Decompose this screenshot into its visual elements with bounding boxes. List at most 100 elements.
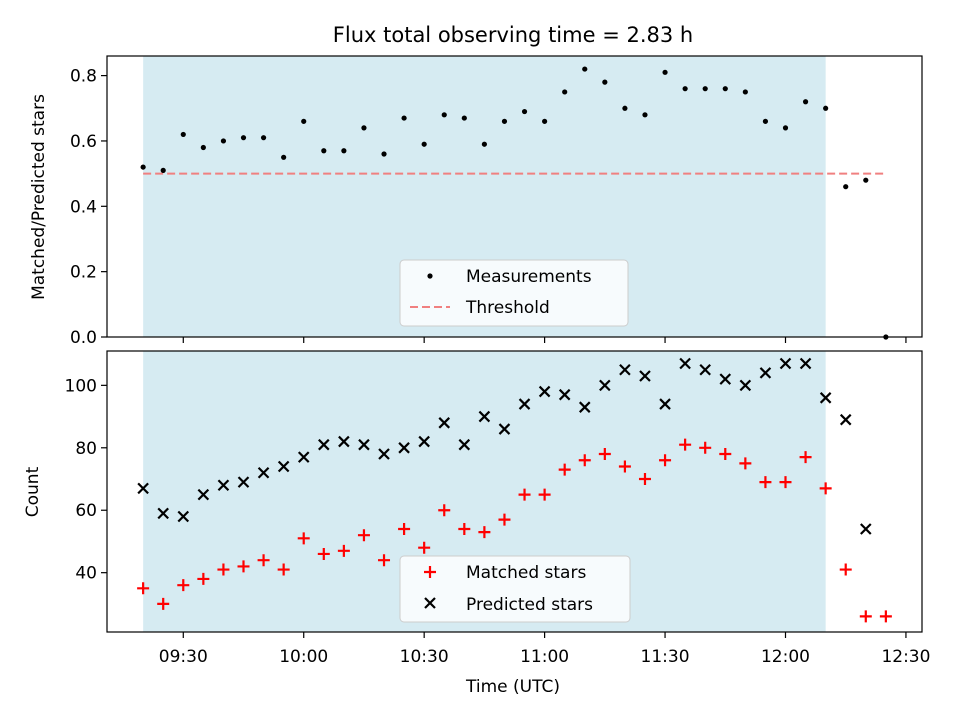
predicted-star-point (558, 388, 571, 401)
predicted-star-point (378, 448, 390, 460)
y-tick-label: 0.8 (70, 67, 97, 87)
count-x-ticks: 09:30 10:00 10:30 11:00 11:30 12:00 12:30 (159, 632, 930, 667)
predicted-star-point (458, 438, 471, 451)
predicted-star-point (318, 438, 330, 451)
matched-star-point (317, 547, 330, 560)
measurement-point (562, 89, 568, 95)
ratio-legend-box (399, 259, 629, 327)
predicted-star-point (438, 417, 451, 429)
predicted-star-point (679, 357, 691, 370)
predicted-star-point (839, 413, 852, 426)
measurement-point (542, 118, 548, 124)
measurement-point (401, 115, 407, 121)
ratio-legend: Measurements Threshold (399, 259, 629, 327)
measurement-point (682, 86, 688, 92)
matched-star-point (337, 544, 350, 557)
measurement-point (742, 89, 748, 95)
x-tick-label: 09:30 (159, 647, 208, 667)
predicted-star-point (217, 479, 230, 492)
predicted-star-point (719, 373, 732, 385)
y-tick-label: 100 (65, 376, 97, 396)
x-tick-label: 11:30 (641, 647, 690, 667)
x-tick-label: 11:00 (520, 647, 569, 667)
measurement-point (281, 154, 287, 160)
y-tick-label: 0.6 (70, 132, 97, 152)
measurement-point (361, 125, 367, 131)
ratio-panel: 0.00.20.40.60.8 Matched/Predicted stars … (29, 55, 923, 348)
measurement-points (140, 66, 889, 340)
y-tick-label: 0.0 (70, 328, 97, 348)
matched-star-point (819, 482, 832, 495)
x-tick-label: 12:30 (881, 647, 930, 667)
x-tick-label: 10:00 (279, 647, 328, 667)
matched-star-point (679, 438, 692, 451)
measurement-point (762, 118, 769, 124)
matched-star-point (398, 522, 411, 535)
count-y-ticks: 40 60 80 100 (65, 376, 107, 584)
count-panel: 40 60 80 100 09:30 10:00 10:30 11:00 11:30 12:00… (23, 350, 930, 697)
predicted-star-point (518, 398, 531, 410)
matched-star-point (357, 529, 370, 542)
matched-star-point (558, 463, 571, 476)
y-tick-label: 0.4 (70, 197, 97, 217)
matched-star-point (157, 597, 170, 610)
predicted-star-point (157, 507, 169, 520)
matched-star-point (458, 522, 471, 535)
measurement-point (381, 151, 387, 157)
predicted-star-point (398, 442, 410, 454)
matched-star-point (618, 460, 631, 473)
count-points (137, 357, 892, 623)
predicted-star-point (860, 523, 872, 535)
measurement-point (863, 177, 869, 183)
matched-star-point (879, 610, 892, 623)
predicted-star-point (137, 482, 149, 495)
predicted-star-point (237, 476, 250, 488)
measurement-point (642, 112, 648, 118)
measurement-point (802, 99, 809, 105)
measurement-point (702, 86, 708, 92)
matched-star-point (378, 554, 391, 567)
matched-star-point (418, 541, 431, 554)
measurement-point (441, 112, 447, 118)
ratio-y-axis-label: Matched/Predicted stars (29, 94, 49, 300)
predicted-star-point (699, 363, 711, 376)
predicted-star-point (759, 367, 772, 379)
predicted-star-point (338, 435, 350, 448)
measurement-point (240, 135, 247, 141)
measurement-point (662, 69, 668, 75)
legend-matched-marker (424, 566, 436, 578)
matched-star-point (719, 448, 732, 461)
count-legend-box (399, 555, 631, 623)
legend-matched-label: Matched stars (466, 563, 586, 583)
x-tick-label: 10:30 (400, 647, 449, 667)
measurement-point (582, 66, 588, 72)
matched-star-point (779, 476, 792, 489)
measurement-point (321, 148, 327, 154)
ratio-panel-frame (106, 55, 923, 338)
predicted-star-point (277, 460, 290, 473)
measurement-point (180, 131, 186, 138)
x-tick-label: 12:00 (761, 647, 810, 667)
predicted-star-point (297, 451, 310, 463)
y-tick-label: 60 (75, 501, 97, 521)
predicted-star-point (418, 435, 430, 448)
measurement-point (843, 184, 849, 190)
matched-star-point (137, 582, 150, 595)
count-legend: Matched stars Predicted stars (399, 555, 631, 623)
predicted-star-point (819, 392, 832, 404)
measurement-point (160, 167, 166, 173)
predicted-star-point (659, 398, 671, 410)
matched-star-point (799, 451, 812, 464)
matched-star-point (659, 454, 672, 467)
predicted-star-point (599, 379, 611, 392)
matched-star-point (638, 473, 651, 486)
legend-predicted-label: Predicted stars (466, 595, 593, 615)
predicted-star-point (498, 423, 511, 435)
predicted-star-point (177, 510, 190, 523)
predicted-star-point (478, 410, 491, 423)
matched-star-point (438, 504, 451, 517)
measurement-point (521, 108, 528, 115)
chart-title: Flux total observing time = 2.83 h (333, 23, 693, 47)
measurement-point (501, 118, 508, 124)
matched-star-point (257, 554, 270, 567)
